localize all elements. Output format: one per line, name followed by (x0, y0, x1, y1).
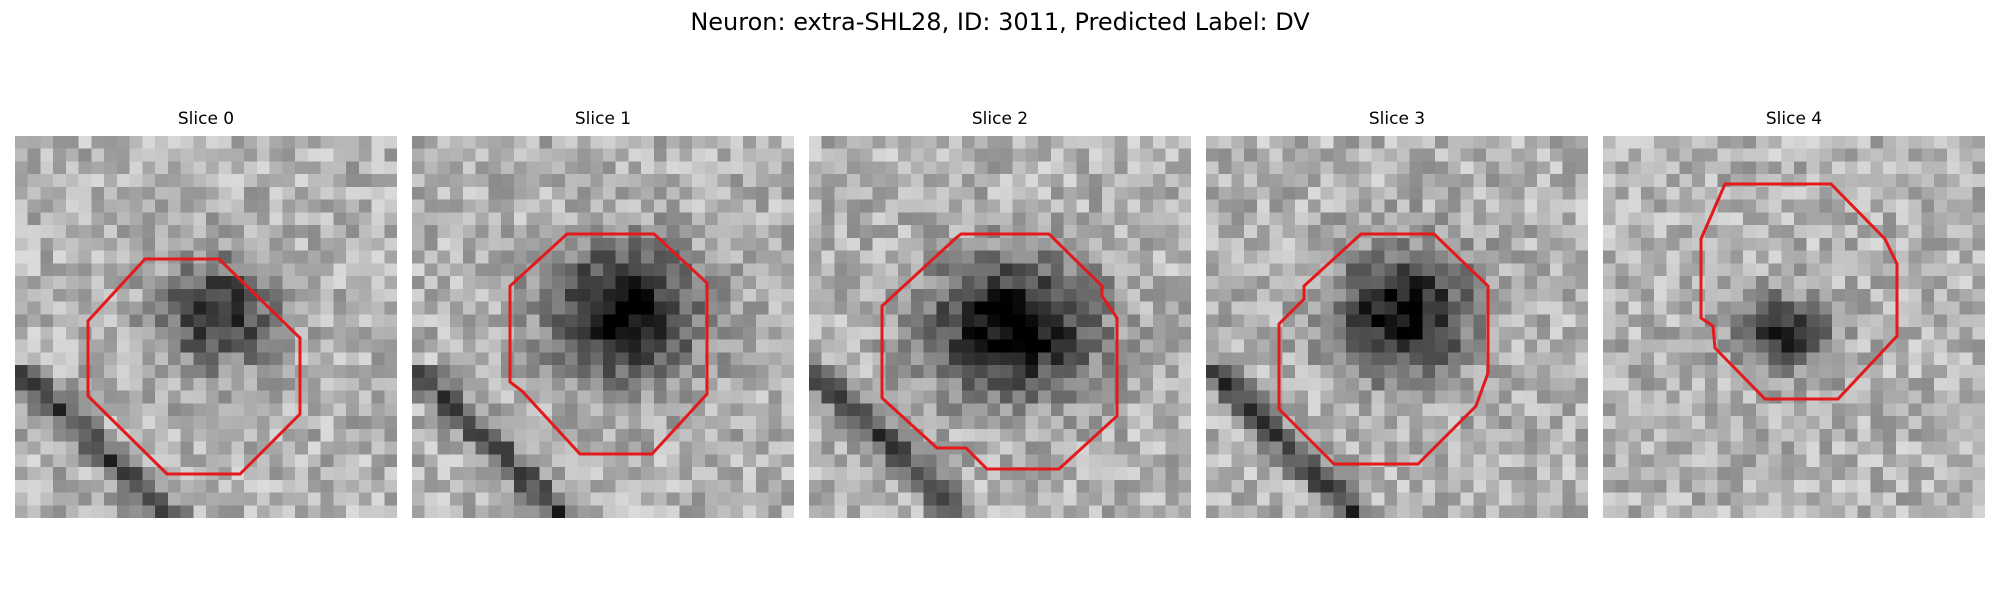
roi-outline (1279, 234, 1488, 464)
slice-panel: Slice 2 (809, 108, 1191, 518)
roi-overlay (1603, 136, 1985, 518)
figure-title: Neuron: extra-SHL28, ID: 3011, Predicted… (0, 6, 2000, 38)
slice-title: Slice 2 (809, 108, 1191, 130)
roi-outline (882, 234, 1117, 469)
slice-title: Slice 4 (1603, 108, 1985, 130)
roi-outline (1701, 184, 1897, 399)
roi-overlay (15, 136, 397, 518)
roi-overlay (412, 136, 794, 518)
slice-panel: Slice 0 (15, 108, 397, 518)
slice-panel: Slice 3 (1206, 108, 1588, 518)
slice-title: Slice 1 (412, 108, 794, 130)
roi-overlay (809, 136, 1191, 518)
slice-panel: Slice 1 (412, 108, 794, 518)
slice-title: Slice 3 (1206, 108, 1588, 130)
roi-outline (88, 259, 300, 474)
slice-title: Slice 0 (15, 108, 397, 130)
roi-outline (510, 234, 707, 454)
slice-panel: Slice 4 (1603, 108, 1985, 518)
roi-overlay (1206, 136, 1588, 518)
